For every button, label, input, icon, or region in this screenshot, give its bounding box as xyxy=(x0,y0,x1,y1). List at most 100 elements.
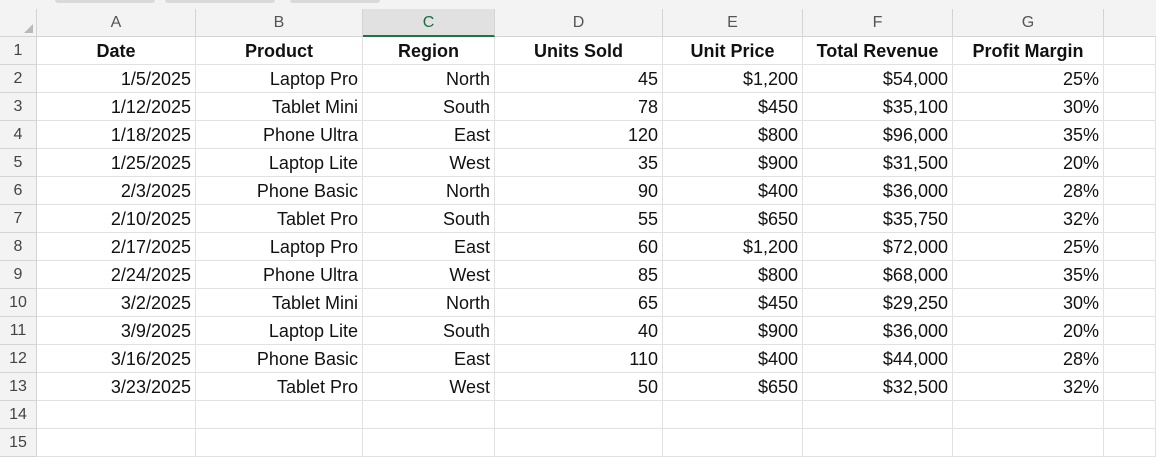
data-cell[interactable]: $54,000 xyxy=(803,65,953,93)
data-cell[interactable]: Laptop Pro xyxy=(196,65,363,93)
data-cell[interactable]: 3/23/2025 xyxy=(37,373,196,401)
data-cell[interactable]: West xyxy=(363,261,495,289)
data-cell[interactable]: $36,000 xyxy=(803,317,953,345)
data-cell[interactable]: East xyxy=(363,233,495,261)
data-cell[interactable]: 1/25/2025 xyxy=(37,149,196,177)
cell-empty[interactable] xyxy=(1104,373,1156,401)
column-header-a[interactable]: A xyxy=(37,9,196,37)
data-cell[interactable]: $36,000 xyxy=(803,177,953,205)
header-cell-b[interactable]: Product xyxy=(196,37,363,65)
data-cell[interactable]: 65 xyxy=(495,289,663,317)
data-cell[interactable]: South xyxy=(363,93,495,121)
column-header-e[interactable]: E xyxy=(663,9,803,37)
data-cell[interactable]: $400 xyxy=(663,177,803,205)
data-cell[interactable]: North xyxy=(363,65,495,93)
data-cell[interactable]: 32% xyxy=(953,205,1104,233)
row-header-15[interactable]: 15 xyxy=(0,429,37,457)
cell-empty[interactable] xyxy=(363,429,495,457)
data-cell[interactable]: 110 xyxy=(495,345,663,373)
data-cell[interactable]: Tablet Mini xyxy=(196,93,363,121)
header-cell-a[interactable]: Date xyxy=(37,37,196,65)
data-cell[interactable]: 50 xyxy=(495,373,663,401)
data-cell[interactable]: Laptop Lite xyxy=(196,317,363,345)
data-cell[interactable]: Laptop Pro xyxy=(196,233,363,261)
cell-empty[interactable] xyxy=(363,401,495,429)
cell-empty[interactable] xyxy=(1104,37,1156,65)
cell-empty[interactable] xyxy=(495,429,663,457)
data-cell[interactable]: 2/3/2025 xyxy=(37,177,196,205)
data-cell[interactable]: 2/24/2025 xyxy=(37,261,196,289)
data-cell[interactable]: Tablet Pro xyxy=(196,205,363,233)
data-cell[interactable]: 2/10/2025 xyxy=(37,205,196,233)
cell-empty[interactable] xyxy=(803,429,953,457)
data-cell[interactable]: West xyxy=(363,373,495,401)
row-header-14[interactable]: 14 xyxy=(0,401,37,429)
data-cell[interactable]: $650 xyxy=(663,205,803,233)
cell-empty[interactable] xyxy=(1104,401,1156,429)
cell-empty[interactable] xyxy=(953,429,1104,457)
data-cell[interactable]: 3/2/2025 xyxy=(37,289,196,317)
cell-empty[interactable] xyxy=(1104,289,1156,317)
data-cell[interactable]: 28% xyxy=(953,177,1104,205)
data-cell[interactable]: 1/12/2025 xyxy=(37,93,196,121)
header-cell-f[interactable]: Total Revenue xyxy=(803,37,953,65)
cell-empty[interactable] xyxy=(1104,149,1156,177)
row-header-10[interactable]: 10 xyxy=(0,289,37,317)
data-cell[interactable]: $900 xyxy=(663,149,803,177)
data-cell[interactable]: $68,000 xyxy=(803,261,953,289)
cell-empty[interactable] xyxy=(1104,93,1156,121)
column-header-f[interactable]: F xyxy=(803,9,953,37)
data-cell[interactable]: $450 xyxy=(663,93,803,121)
data-cell[interactable]: $800 xyxy=(663,121,803,149)
row-header-6[interactable]: 6 xyxy=(0,177,37,205)
cell-empty[interactable] xyxy=(663,429,803,457)
row-header-2[interactable]: 2 xyxy=(0,65,37,93)
data-cell[interactable]: $400 xyxy=(663,345,803,373)
data-cell[interactable]: 120 xyxy=(495,121,663,149)
data-cell[interactable]: $1,200 xyxy=(663,233,803,261)
data-cell[interactable]: 2/17/2025 xyxy=(37,233,196,261)
data-cell[interactable]: $29,250 xyxy=(803,289,953,317)
data-cell[interactable]: 20% xyxy=(953,317,1104,345)
data-cell[interactable]: West xyxy=(363,149,495,177)
data-cell[interactable]: $450 xyxy=(663,289,803,317)
cell-empty[interactable] xyxy=(1104,261,1156,289)
data-cell[interactable]: Laptop Lite xyxy=(196,149,363,177)
data-cell[interactable]: 45 xyxy=(495,65,663,93)
data-cell[interactable]: $72,000 xyxy=(803,233,953,261)
data-cell[interactable]: North xyxy=(363,289,495,317)
cell-empty[interactable] xyxy=(1104,177,1156,205)
data-cell[interactable]: 35% xyxy=(953,261,1104,289)
cell-empty[interactable] xyxy=(1104,233,1156,261)
row-header-3[interactable]: 3 xyxy=(0,93,37,121)
data-cell[interactable]: 35% xyxy=(953,121,1104,149)
data-cell[interactable]: 35 xyxy=(495,149,663,177)
data-cell[interactable]: 30% xyxy=(953,289,1104,317)
cell-empty[interactable] xyxy=(953,401,1104,429)
data-cell[interactable]: South xyxy=(363,317,495,345)
cell-empty[interactable] xyxy=(37,401,196,429)
cell-empty[interactable] xyxy=(663,401,803,429)
data-cell[interactable]: $44,000 xyxy=(803,345,953,373)
cell-empty[interactable] xyxy=(1104,317,1156,345)
header-cell-c[interactable]: Region xyxy=(363,37,495,65)
data-cell[interactable]: $1,200 xyxy=(663,65,803,93)
data-cell[interactable]: 25% xyxy=(953,233,1104,261)
cell-empty[interactable] xyxy=(196,401,363,429)
cell-empty[interactable] xyxy=(37,429,196,457)
row-header-13[interactable]: 13 xyxy=(0,373,37,401)
data-cell[interactable]: 20% xyxy=(953,149,1104,177)
row-header-11[interactable]: 11 xyxy=(0,317,37,345)
column-header-b[interactable]: B xyxy=(196,9,363,37)
column-header-h[interactable] xyxy=(1104,9,1156,37)
cell-empty[interactable] xyxy=(1104,121,1156,149)
column-header-g[interactable]: G xyxy=(953,9,1104,37)
data-cell[interactable]: 32% xyxy=(953,373,1104,401)
data-cell[interactable]: $96,000 xyxy=(803,121,953,149)
data-cell[interactable]: $31,500 xyxy=(803,149,953,177)
data-cell[interactable]: North xyxy=(363,177,495,205)
data-cell[interactable]: 1/18/2025 xyxy=(37,121,196,149)
row-header-4[interactable]: 4 xyxy=(0,121,37,149)
row-header-1[interactable]: 1 xyxy=(0,37,37,65)
data-cell[interactable]: 55 xyxy=(495,205,663,233)
